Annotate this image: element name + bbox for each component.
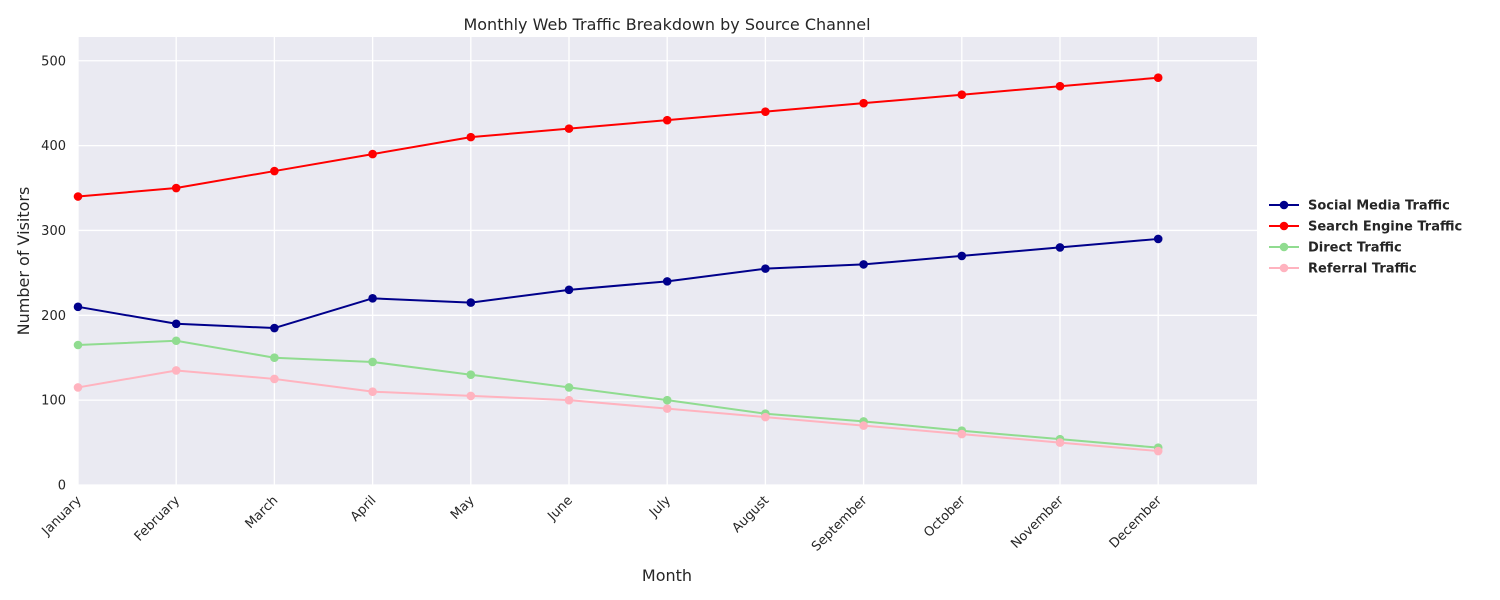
data-point bbox=[270, 374, 279, 384]
y-tick-label: 200 bbox=[41, 309, 66, 324]
series-group bbox=[73, 73, 1163, 201]
legend-marker bbox=[1279, 263, 1289, 273]
x-tick-label: October bbox=[921, 493, 969, 541]
legend-label: Referral Traffic bbox=[1308, 262, 1417, 277]
series-line bbox=[77, 369, 1159, 453]
data-point bbox=[466, 391, 476, 401]
y-tick-label: 100 bbox=[41, 394, 66, 409]
y-tick-label: 500 bbox=[41, 54, 66, 69]
legend-marker bbox=[1279, 200, 1289, 210]
x-tick-label: September bbox=[809, 493, 871, 555]
data-point bbox=[761, 412, 770, 422]
data-point bbox=[171, 319, 181, 329]
x-tick-label: June bbox=[544, 493, 575, 524]
x-tick-label: January bbox=[39, 493, 85, 539]
data-point bbox=[270, 166, 279, 176]
data-point bbox=[1055, 438, 1065, 447]
y-tick-label: 300 bbox=[41, 224, 66, 239]
data-point bbox=[761, 264, 770, 273]
series-line bbox=[77, 237, 1159, 330]
data-point bbox=[1055, 81, 1065, 91]
data-point bbox=[662, 115, 672, 125]
x-axis-label: Month bbox=[642, 566, 692, 585]
data-point bbox=[1153, 73, 1163, 83]
legend: Social Media Traffic Search Engine Traffi… bbox=[1269, 199, 1462, 277]
x-tick-label: August bbox=[729, 493, 772, 536]
legend-item: Search Engine Traffic bbox=[1269, 220, 1462, 235]
data-point bbox=[368, 294, 377, 303]
legend-marker bbox=[1279, 221, 1289, 231]
legend-label: Search Engine Traffic bbox=[1308, 220, 1462, 235]
data-point bbox=[73, 383, 83, 392]
data-point bbox=[171, 336, 181, 346]
data-point bbox=[368, 149, 377, 159]
data-point bbox=[564, 395, 574, 405]
series-layer bbox=[73, 73, 1163, 456]
series-group bbox=[73, 366, 1163, 456]
x-tick-label: May bbox=[448, 493, 478, 523]
data-point bbox=[859, 98, 868, 108]
legend-label: Social Media Traffic bbox=[1308, 199, 1450, 214]
data-point bbox=[662, 277, 672, 286]
data-point bbox=[466, 132, 476, 142]
data-point bbox=[564, 383, 574, 392]
data-point bbox=[1153, 234, 1163, 244]
legend-marker bbox=[1279, 242, 1289, 252]
x-tick-label: March bbox=[243, 493, 282, 532]
legend-item: Referral Traffic bbox=[1269, 262, 1417, 277]
data-point bbox=[957, 251, 967, 261]
y-axis-label: Number of Visitors bbox=[14, 187, 33, 336]
data-point bbox=[270, 323, 279, 333]
chart-title: Monthly Web Traffic Breakdown by Source … bbox=[463, 15, 870, 34]
data-point bbox=[564, 124, 574, 133]
data-point bbox=[368, 387, 377, 396]
data-point bbox=[73, 192, 83, 201]
x-tick-label: February bbox=[132, 493, 184, 545]
x-tick-label: November bbox=[1008, 493, 1067, 552]
data-point bbox=[466, 298, 476, 307]
data-point bbox=[957, 429, 967, 439]
data-point bbox=[957, 90, 967, 99]
data-point bbox=[171, 183, 181, 193]
legend-item: Social Media Traffic bbox=[1269, 199, 1450, 214]
data-point bbox=[662, 404, 672, 413]
data-point bbox=[859, 421, 868, 430]
data-point bbox=[662, 395, 672, 405]
x-tick-label: December bbox=[1107, 493, 1166, 552]
y-tick-label: 400 bbox=[41, 139, 66, 154]
data-point bbox=[73, 340, 83, 350]
y-tick-label: 0 bbox=[58, 479, 66, 494]
data-point bbox=[466, 370, 476, 379]
series-group bbox=[73, 234, 1163, 333]
x-tick-label: April bbox=[348, 493, 380, 525]
legend-label: Direct Traffic bbox=[1308, 241, 1402, 256]
series-line bbox=[77, 76, 1159, 198]
x-tick-label: July bbox=[646, 493, 674, 521]
legend-item: Direct Traffic bbox=[1269, 241, 1402, 256]
data-point bbox=[859, 260, 868, 269]
data-point bbox=[270, 353, 279, 363]
data-point bbox=[564, 285, 574, 295]
data-point bbox=[73, 302, 83, 312]
data-point bbox=[1055, 243, 1065, 252]
data-point bbox=[171, 366, 181, 375]
data-point bbox=[761, 107, 770, 116]
data-point bbox=[1153, 446, 1163, 456]
series-line bbox=[77, 339, 1159, 449]
data-point bbox=[368, 357, 377, 367]
